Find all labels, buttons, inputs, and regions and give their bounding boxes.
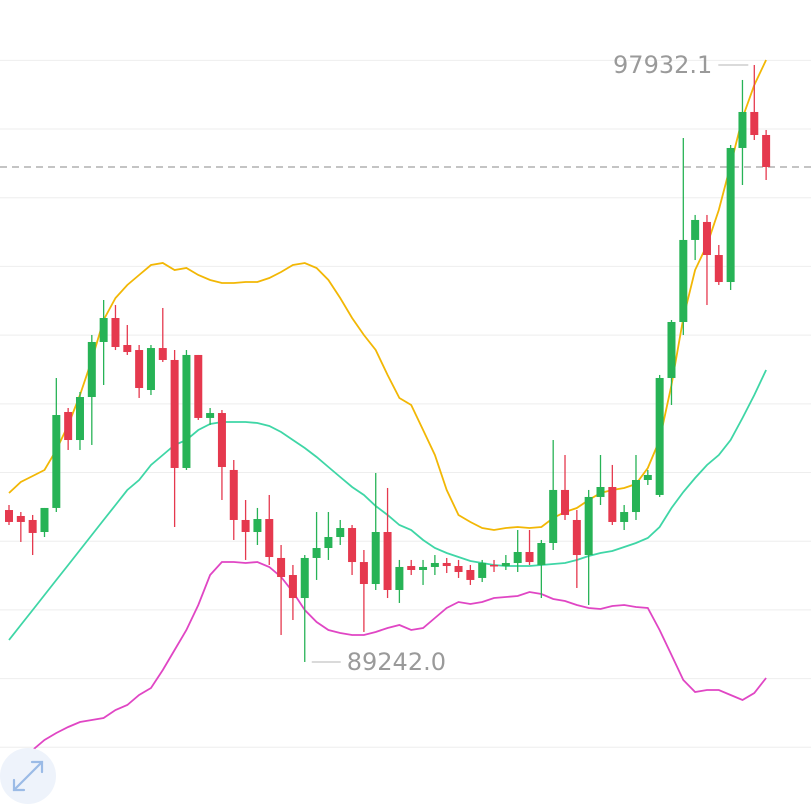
candle-body [146, 348, 155, 391]
candle-body [348, 528, 357, 563]
band-line [8, 561, 767, 786]
candle-body [726, 147, 735, 283]
candle-body [99, 318, 108, 342]
candle-body [241, 519, 250, 533]
candle-body [679, 239, 688, 322]
candle-body [454, 566, 463, 572]
candle-body [501, 562, 510, 567]
candle-body [158, 348, 167, 360]
candle-body [5, 510, 13, 522]
candle-body [702, 221, 711, 256]
bands [8, 59, 767, 786]
candle-body [572, 519, 581, 556]
candle-body [667, 321, 676, 378]
candle-body [643, 474, 652, 481]
candle-body [395, 566, 404, 590]
candle-body [40, 507, 49, 533]
candle-body [525, 551, 534, 563]
candle-body [217, 413, 226, 468]
candle-body [229, 469, 238, 520]
candle-body [359, 562, 368, 585]
candle-body [750, 111, 759, 135]
candle-body [608, 487, 617, 522]
candle-body [596, 487, 605, 497]
candle-body [64, 411, 73, 441]
candle-body [87, 341, 96, 398]
annotation-label: 97932.1 [613, 51, 712, 79]
annotations: 97932.1 89242.0 [311, 51, 749, 676]
candle-body [549, 489, 558, 543]
band-line [8, 59, 767, 531]
candle-body [655, 377, 664, 495]
annotation-label: 89242.0 [347, 648, 446, 676]
candles [5, 64, 771, 662]
candle-body [194, 354, 203, 418]
candle-body [762, 134, 771, 168]
candle-body [206, 413, 215, 418]
candle-body [75, 397, 84, 441]
expand-icon [12, 760, 44, 792]
candle-body [430, 562, 439, 567]
candle-body [513, 551, 522, 563]
candle-body [253, 519, 262, 533]
candle-body [714, 255, 723, 283]
candle-body [419, 566, 428, 570]
candle-body [336, 528, 345, 538]
candle-body [52, 415, 61, 508]
candle-body [442, 562, 451, 567]
candle-body [738, 111, 747, 148]
candle-body [631, 480, 640, 513]
candle-body [407, 566, 416, 570]
candle-body [490, 564, 499, 567]
candle-body [16, 515, 25, 522]
candle-body [466, 569, 475, 580]
candle-body [135, 350, 144, 389]
candle-body [123, 345, 132, 353]
candle-body [620, 512, 629, 522]
candle-body [300, 557, 309, 599]
candle-body [111, 318, 120, 347]
candle-body [584, 496, 593, 556]
candle-body [478, 562, 487, 578]
candle-body [324, 537, 333, 549]
candle-body [371, 532, 380, 585]
candle-body [265, 519, 274, 558]
candle-body [561, 489, 570, 515]
candle-body [182, 354, 191, 468]
candle-body [288, 575, 297, 599]
candle-body [170, 359, 179, 468]
candle-body [28, 519, 37, 533]
expand-button[interactable] [0, 748, 56, 804]
candle-body [537, 542, 546, 565]
candle-body [383, 532, 392, 590]
candle-body [691, 219, 700, 240]
grid [0, 59, 811, 748]
candle-body [312, 548, 321, 558]
candle-body [277, 557, 286, 578]
